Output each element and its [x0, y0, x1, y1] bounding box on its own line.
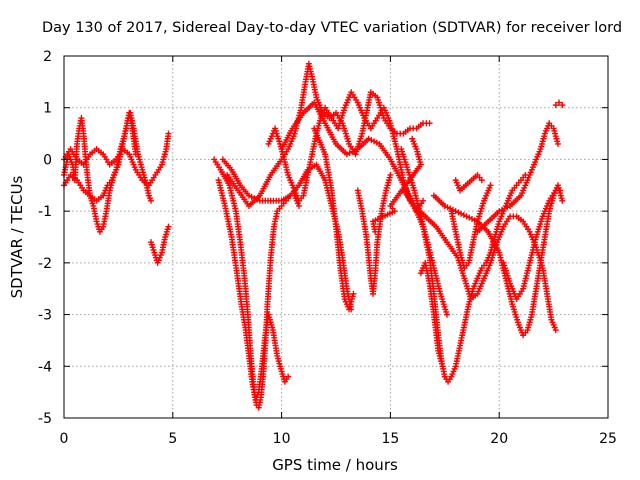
data-point — [371, 138, 378, 145]
data-point — [469, 215, 475, 222]
data-point — [349, 148, 356, 155]
data-point — [387, 171, 394, 178]
data-point — [346, 149, 353, 156]
data-point — [352, 147, 359, 154]
data-point — [458, 210, 465, 217]
data-point — [552, 327, 559, 334]
series-track-21 — [369, 135, 424, 235]
x-axis-label: GPS time / hours — [272, 456, 398, 474]
data-point — [245, 192, 252, 199]
y-tick-label: 0 — [43, 152, 52, 168]
data-point — [420, 197, 427, 204]
y-tick-label: -1 — [38, 204, 52, 220]
data-point — [285, 373, 292, 380]
data-point — [165, 223, 172, 230]
data-point — [501, 205, 508, 212]
data-point — [552, 102, 559, 109]
data-marks — [61, 60, 566, 411]
data-point — [373, 139, 380, 146]
y-tick-label: -4 — [38, 359, 52, 375]
series-track-9 — [278, 99, 529, 385]
series-track-5 — [215, 177, 292, 403]
data-point — [556, 99, 563, 106]
series-track-20 — [452, 171, 485, 194]
data-point — [460, 212, 467, 219]
x-tick-label: 5 — [168, 431, 177, 447]
data-point — [248, 193, 255, 200]
data-point — [443, 311, 450, 318]
y-tick-label: 2 — [43, 49, 52, 65]
series-track-15 — [448, 182, 494, 272]
data-point — [372, 228, 379, 235]
data-point — [557, 187, 564, 194]
series-track-3 — [148, 223, 172, 266]
data-point — [165, 130, 172, 137]
plot-frame — [63, 55, 609, 419]
y-tick-label: 1 — [43, 101, 52, 117]
x-tick-label: 10 — [273, 431, 291, 447]
series-track-12 — [398, 146, 450, 318]
series-track-8 — [265, 89, 427, 215]
data-point — [365, 135, 372, 142]
data-point — [447, 205, 454, 212]
data-point — [343, 151, 350, 158]
data-point — [463, 213, 470, 220]
data-point — [478, 177, 485, 184]
series-track-14 — [400, 187, 559, 334]
series-track-17 — [474, 120, 561, 235]
data-point — [148, 197, 155, 204]
data-point — [487, 182, 494, 189]
series-track-18 — [500, 187, 564, 303]
data-point — [350, 290, 357, 297]
data-point — [452, 208, 459, 215]
y-tick-label: -3 — [38, 308, 52, 324]
data-point — [559, 102, 566, 109]
data-point — [498, 206, 505, 213]
series-track-10 — [311, 125, 357, 313]
data-point — [559, 197, 566, 204]
data-point — [449, 206, 456, 213]
x-tick-label: 15 — [381, 431, 399, 447]
data-point — [441, 202, 448, 209]
data-point — [466, 214, 473, 221]
y-tick-label: -5 — [38, 411, 52, 427]
x-tick-label: 20 — [490, 431, 508, 447]
y-tick-label: -2 — [38, 256, 52, 272]
x-tick-label: 25 — [599, 431, 617, 447]
data-point — [296, 202, 303, 209]
series-track-11 — [354, 171, 394, 297]
data-point — [368, 137, 375, 144]
data-point — [444, 204, 451, 211]
chart-title: Day 130 of 2017, Sidereal Day-to-day VTE… — [42, 20, 622, 36]
series-track-13 — [417, 259, 446, 370]
data-point — [554, 140, 561, 147]
data-point — [496, 208, 503, 215]
data-point — [455, 209, 462, 216]
data-point — [471, 217, 478, 224]
x-tick-label: 0 — [60, 431, 69, 447]
y-axis-label: SDTVAR / TECUs — [8, 175, 26, 298]
data-point — [504, 204, 511, 211]
data-point — [439, 363, 446, 370]
data-point — [426, 120, 433, 127]
series-track-1 — [61, 109, 155, 204]
series-track-2 — [61, 130, 172, 189]
series-track-19 — [552, 99, 566, 109]
